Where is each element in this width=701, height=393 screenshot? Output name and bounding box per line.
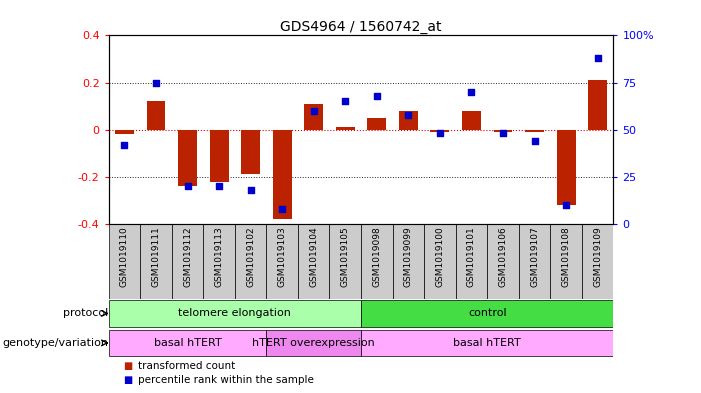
- Bar: [494, 130, 512, 132]
- Text: GSM1019100: GSM1019100: [435, 226, 444, 287]
- Text: GSM1019106: GSM1019106: [498, 226, 508, 287]
- Text: ■: ■: [123, 361, 132, 371]
- Bar: [361, 330, 613, 356]
- Text: genotype/variation: genotype/variation: [2, 338, 108, 348]
- Bar: [298, 224, 329, 299]
- Point: [498, 130, 509, 137]
- Bar: [266, 224, 298, 299]
- Bar: [115, 130, 134, 134]
- Point: [372, 93, 383, 99]
- Bar: [329, 224, 361, 299]
- Text: GSM1019108: GSM1019108: [562, 226, 571, 287]
- Bar: [235, 224, 266, 299]
- Bar: [519, 224, 550, 299]
- Bar: [550, 224, 582, 299]
- Point: [245, 187, 257, 193]
- Text: GSM1019109: GSM1019109: [593, 226, 602, 287]
- Text: GSM1019110: GSM1019110: [120, 226, 129, 287]
- Text: GSM1019103: GSM1019103: [278, 226, 287, 287]
- Bar: [456, 224, 487, 299]
- Bar: [487, 224, 519, 299]
- Point: [435, 130, 446, 137]
- Bar: [367, 118, 386, 130]
- Bar: [140, 224, 172, 299]
- Text: GSM1019104: GSM1019104: [309, 226, 318, 287]
- Point: [403, 112, 414, 118]
- Text: basal hTERT: basal hTERT: [454, 338, 521, 348]
- Text: GSM1019105: GSM1019105: [341, 226, 350, 287]
- Point: [119, 141, 130, 148]
- Text: GSM1019107: GSM1019107: [530, 226, 539, 287]
- Bar: [393, 224, 424, 299]
- Bar: [178, 130, 197, 186]
- Point: [308, 108, 320, 114]
- Bar: [588, 80, 607, 130]
- Text: GSM1019113: GSM1019113: [215, 226, 224, 287]
- Bar: [361, 224, 393, 299]
- Text: basal hTERT: basal hTERT: [154, 338, 222, 348]
- Text: ■: ■: [123, 375, 132, 385]
- Point: [561, 202, 572, 208]
- Bar: [424, 224, 456, 299]
- Bar: [210, 130, 229, 182]
- Point: [182, 183, 193, 189]
- Bar: [430, 130, 449, 132]
- Bar: [336, 127, 355, 130]
- Text: control: control: [468, 309, 507, 318]
- Point: [466, 89, 477, 95]
- Bar: [109, 300, 361, 327]
- Text: transformed count: transformed count: [138, 361, 236, 371]
- Title: GDS4964 / 1560742_at: GDS4964 / 1560742_at: [280, 20, 442, 34]
- Bar: [361, 300, 613, 327]
- Bar: [399, 111, 418, 130]
- Bar: [109, 224, 140, 299]
- Text: GSM1019112: GSM1019112: [183, 226, 192, 287]
- Bar: [557, 130, 576, 205]
- Bar: [147, 101, 165, 130]
- Text: telomere elongation: telomere elongation: [178, 309, 292, 318]
- Text: GSM1019098: GSM1019098: [372, 226, 381, 287]
- Point: [592, 55, 604, 61]
- Point: [277, 206, 288, 212]
- Bar: [582, 224, 613, 299]
- Text: GSM1019099: GSM1019099: [404, 226, 413, 287]
- Bar: [266, 330, 361, 356]
- Text: hTERT overexpression: hTERT overexpression: [252, 338, 375, 348]
- Bar: [304, 104, 323, 130]
- Text: GSM1019111: GSM1019111: [151, 226, 161, 287]
- Point: [529, 138, 540, 144]
- Text: percentile rank within the sample: percentile rank within the sample: [138, 375, 314, 385]
- Bar: [203, 224, 235, 299]
- Bar: [525, 130, 544, 132]
- Text: GSM1019101: GSM1019101: [467, 226, 476, 287]
- Point: [340, 98, 351, 105]
- Text: GSM1019102: GSM1019102: [246, 226, 255, 287]
- Bar: [241, 130, 260, 174]
- Bar: [273, 130, 292, 219]
- Bar: [109, 330, 266, 356]
- Point: [214, 183, 225, 189]
- Text: protocol: protocol: [63, 309, 108, 318]
- Bar: [172, 224, 203, 299]
- Point: [151, 79, 162, 86]
- Bar: [462, 111, 481, 130]
